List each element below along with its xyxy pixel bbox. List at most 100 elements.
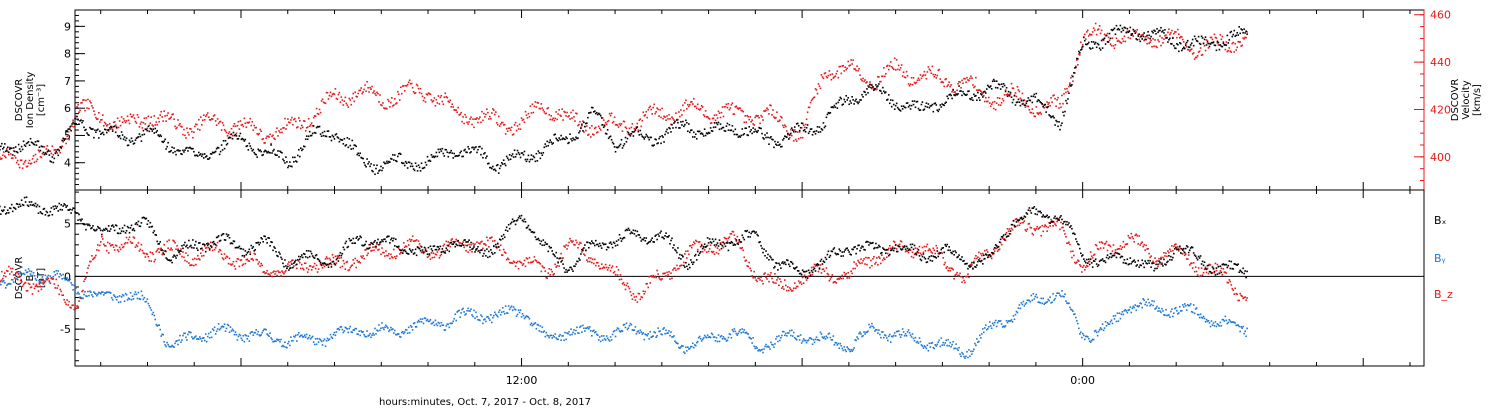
- by-point: [407, 332, 409, 334]
- velocity-point: [966, 77, 968, 79]
- velocity-point: [311, 122, 313, 124]
- density-point: [1006, 87, 1008, 89]
- velocity-point: [856, 65, 858, 67]
- by-point: [691, 346, 693, 348]
- by-point: [498, 311, 500, 313]
- bz-point: [138, 242, 140, 244]
- density-point: [482, 157, 484, 159]
- velocity-point: [349, 99, 351, 101]
- bz-point: [714, 253, 716, 255]
- density-point: [164, 138, 166, 140]
- by-point: [765, 344, 767, 346]
- by-point: [45, 275, 47, 277]
- velocity-point: [579, 121, 581, 123]
- density-point: [1208, 43, 1210, 45]
- by-point: [324, 338, 326, 340]
- bz-point: [349, 267, 351, 269]
- bz-point: [451, 238, 453, 240]
- density-point: [1122, 28, 1124, 30]
- by-point: [732, 329, 734, 331]
- by-point: [851, 350, 853, 352]
- by-point: [598, 339, 600, 341]
- bz-point: [4, 272, 6, 274]
- by-point: [177, 344, 179, 346]
- bz-point: [776, 279, 778, 281]
- bz-point: [464, 245, 466, 247]
- density-point: [48, 150, 50, 152]
- by-point: [363, 334, 365, 336]
- by-point: [1212, 324, 1214, 326]
- velocity-point: [1035, 106, 1037, 108]
- velocity-point: [166, 115, 168, 117]
- density-point: [814, 131, 816, 133]
- velocity-point: [1034, 116, 1036, 118]
- velocity-point: [931, 72, 933, 74]
- velocity-point: [150, 122, 152, 124]
- velocity-point: [313, 117, 315, 119]
- by-point: [1039, 302, 1041, 304]
- density-point: [1177, 44, 1179, 46]
- velocity-point: [714, 114, 716, 116]
- velocity-point: [105, 123, 107, 125]
- density-point: [674, 121, 676, 123]
- by-point: [731, 337, 733, 339]
- by-point: [1224, 320, 1226, 322]
- by-point: [1146, 305, 1148, 307]
- velocity-point: [243, 126, 245, 128]
- density-point: [992, 80, 994, 82]
- by-point: [502, 307, 504, 309]
- by-point: [275, 340, 277, 342]
- by-point: [152, 312, 154, 314]
- density-point: [334, 138, 336, 140]
- by-point: [589, 326, 591, 328]
- velocity-point: [367, 87, 369, 89]
- velocity-point: [417, 85, 419, 87]
- density-point: [825, 125, 827, 127]
- density-point: [1071, 84, 1073, 86]
- bz-point: [658, 277, 660, 279]
- density-point: [1215, 45, 1217, 47]
- by-point: [1168, 314, 1170, 316]
- velocity-point: [721, 112, 723, 114]
- density-point: [625, 137, 627, 139]
- velocity-point: [836, 73, 838, 75]
- velocity-point: [996, 102, 998, 104]
- velocity-point: [938, 69, 940, 71]
- density-point: [1244, 32, 1246, 34]
- velocity-point: [558, 109, 560, 111]
- bz-point: [181, 256, 183, 258]
- velocity-point: [571, 117, 573, 119]
- by-point: [611, 339, 613, 341]
- density-point: [893, 104, 895, 106]
- density-point: [1243, 28, 1245, 30]
- by-point: [31, 271, 33, 273]
- velocity-point: [238, 121, 240, 123]
- by-point: [853, 347, 855, 349]
- by-point: [903, 331, 905, 333]
- density-point: [476, 152, 478, 154]
- density-point: [823, 122, 825, 124]
- by-point: [629, 325, 631, 327]
- bz-point: [607, 269, 609, 271]
- by-point: [494, 312, 496, 314]
- density-point: [958, 85, 960, 87]
- velocity-point: [689, 104, 691, 106]
- bz-point: [306, 267, 308, 269]
- by-point: [1216, 326, 1218, 328]
- velocity-point: [800, 137, 802, 139]
- density-point: [840, 98, 842, 100]
- velocity-point: [731, 104, 733, 106]
- bz-point: [373, 249, 375, 251]
- by-point: [1140, 303, 1142, 305]
- by-point: [943, 344, 945, 346]
- density-point: [311, 135, 313, 137]
- density-point: [1109, 33, 1111, 35]
- bz-point: [574, 244, 576, 246]
- by-point: [1153, 301, 1155, 303]
- density-point: [1205, 36, 1207, 38]
- by-point: [997, 322, 999, 324]
- velocity-point: [35, 154, 37, 156]
- bz-point: [17, 279, 19, 281]
- velocity-point: [513, 133, 515, 135]
- density-point: [12, 154, 14, 156]
